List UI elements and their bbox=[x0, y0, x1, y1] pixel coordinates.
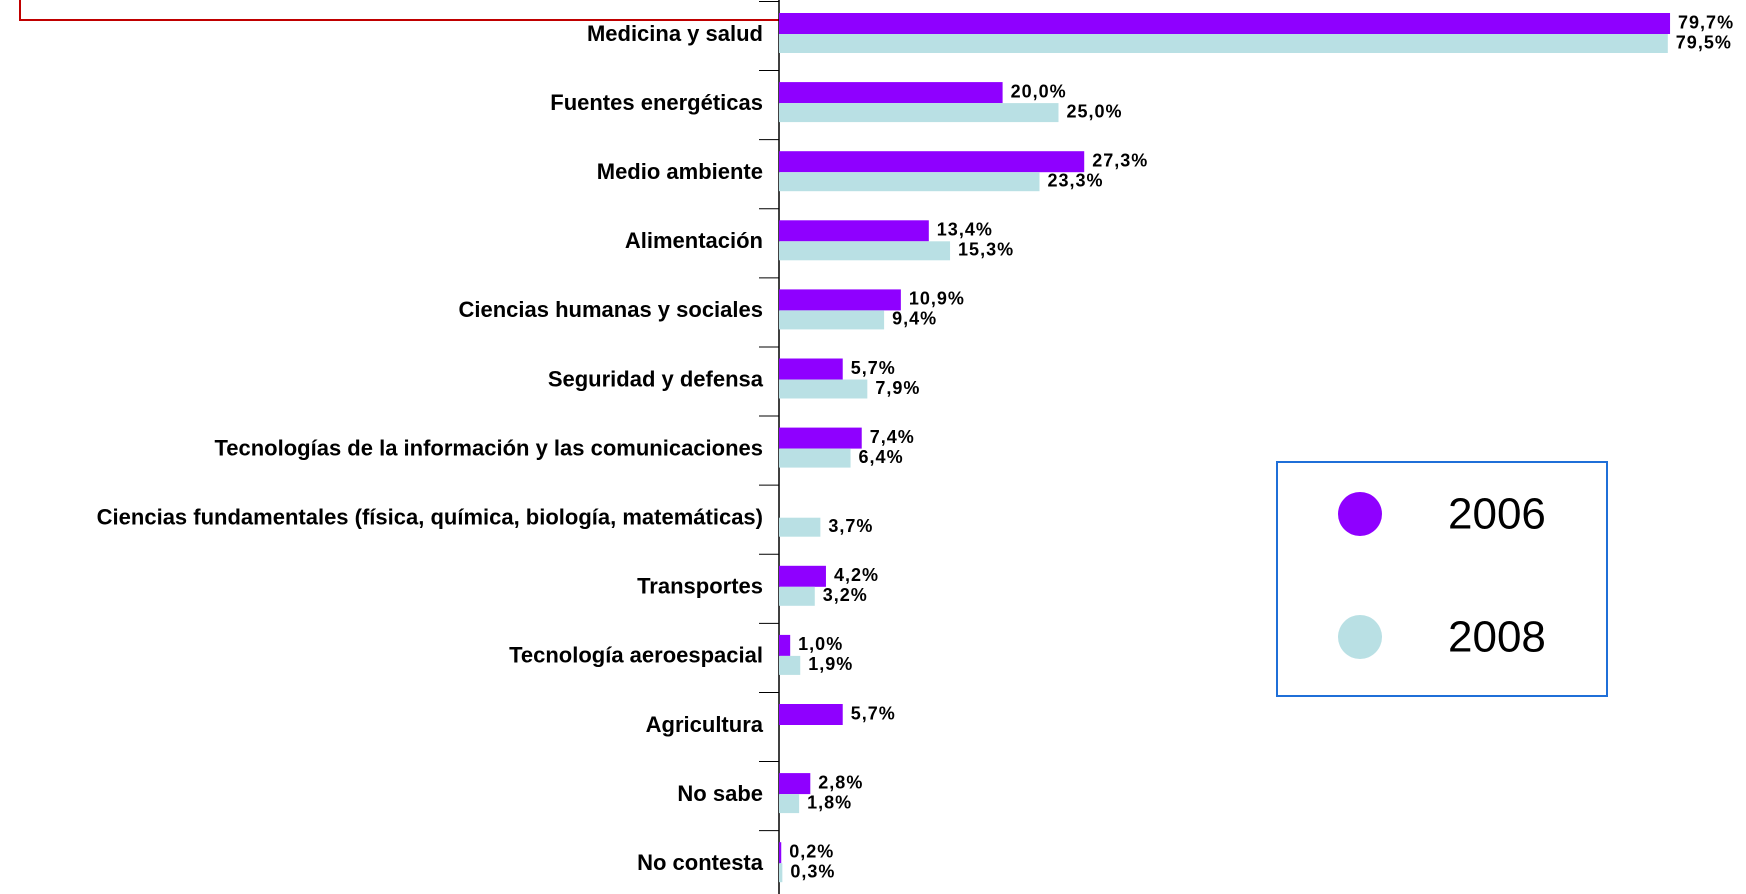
bar bbox=[779, 13, 1671, 34]
value-label: 0,2% bbox=[789, 841, 834, 861]
value-label: 1,0% bbox=[798, 634, 843, 654]
category-label: Fuentes energéticas bbox=[550, 90, 763, 115]
bar bbox=[779, 220, 929, 242]
bar bbox=[779, 586, 815, 606]
title-frame bbox=[19, 0, 779, 21]
legend-label: 2008 bbox=[1448, 613, 1546, 662]
value-label: 23,3% bbox=[1047, 170, 1103, 190]
category-label: Seguridad y defensa bbox=[548, 366, 764, 391]
value-label: 6,4% bbox=[859, 447, 904, 467]
bar bbox=[779, 565, 826, 587]
value-label: 27,3% bbox=[1092, 150, 1148, 170]
legend-box bbox=[1276, 461, 1608, 697]
category-label: Medio ambiente bbox=[597, 159, 763, 184]
value-label: 20,0% bbox=[1011, 81, 1067, 101]
bar bbox=[779, 704, 843, 725]
bar bbox=[779, 794, 800, 814]
legend-swatch bbox=[1338, 492, 1382, 536]
bar bbox=[779, 842, 782, 864]
value-label: 3,2% bbox=[823, 585, 868, 605]
bar bbox=[779, 289, 901, 311]
value-label: 2,8% bbox=[818, 772, 863, 792]
value-label: 1,9% bbox=[808, 654, 853, 674]
category-label: Ciencias fundamentales (física, química,… bbox=[97, 505, 763, 530]
value-label: 7,9% bbox=[875, 378, 920, 398]
value-label: 79,7% bbox=[1678, 12, 1734, 32]
category-label: Agricultura bbox=[646, 712, 764, 737]
value-label: 4,2% bbox=[834, 565, 879, 585]
category-label: Transportes bbox=[637, 574, 763, 599]
bar bbox=[779, 427, 862, 449]
category-label: Medicina y salud bbox=[587, 21, 763, 46]
value-label: 79,5% bbox=[1676, 32, 1732, 52]
bar bbox=[779, 634, 791, 656]
bar bbox=[779, 241, 951, 261]
bar bbox=[779, 34, 1668, 53]
bar bbox=[779, 151, 1085, 173]
category-label: No contesta bbox=[637, 850, 764, 875]
value-label: 15,3% bbox=[958, 240, 1014, 260]
category-label: No sabe bbox=[677, 781, 763, 806]
bar bbox=[779, 379, 868, 399]
legend-label: 2006 bbox=[1448, 490, 1546, 539]
bar bbox=[779, 448, 851, 468]
bar bbox=[779, 773, 811, 795]
value-label: 7,4% bbox=[870, 427, 915, 447]
value-label: 3,7% bbox=[828, 516, 873, 536]
category-label: Alimentación bbox=[625, 228, 763, 253]
bar bbox=[779, 310, 885, 330]
value-label: 0,3% bbox=[790, 861, 835, 881]
category-label: Ciencias humanas y sociales bbox=[459, 297, 764, 322]
value-label: 5,7% bbox=[851, 703, 896, 723]
value-label: 25,0% bbox=[1067, 101, 1123, 121]
legend-swatch bbox=[1338, 615, 1382, 659]
value-label: 5,7% bbox=[851, 358, 896, 378]
value-label: 9,4% bbox=[892, 309, 937, 329]
bar bbox=[779, 655, 801, 675]
category-label: Tecnologías de la información y las comu… bbox=[214, 435, 763, 460]
bar bbox=[779, 82, 1003, 104]
bar bbox=[779, 172, 1040, 192]
bar bbox=[779, 358, 843, 380]
value-label: 1,8% bbox=[807, 792, 852, 812]
bar bbox=[779, 103, 1059, 123]
category-label: Tecnología aeroespacial bbox=[509, 643, 763, 668]
bar bbox=[779, 863, 783, 883]
value-label: 13,4% bbox=[937, 220, 993, 240]
bar bbox=[779, 517, 821, 537]
value-label: 10,9% bbox=[909, 289, 965, 309]
